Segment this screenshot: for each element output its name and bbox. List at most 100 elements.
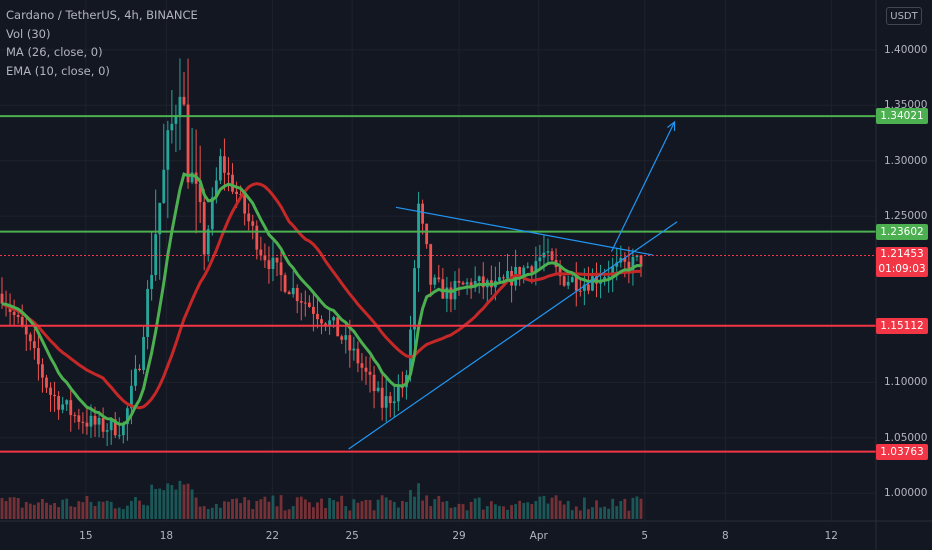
candle-body <box>376 387 380 392</box>
volume-bar <box>554 495 558 519</box>
volume-bar <box>247 500 251 519</box>
level-badge: 1.03763 <box>876 443 928 460</box>
volume-bar <box>469 501 473 519</box>
volume-bar <box>218 507 222 519</box>
volume-bar <box>287 509 291 519</box>
candle-body <box>190 172 194 183</box>
volume-bar <box>113 508 117 519</box>
legend-volume[interactable]: Vol (30) <box>6 26 51 41</box>
candle-body <box>388 396 392 404</box>
volume-bar <box>328 498 331 519</box>
candle-body <box>312 306 315 314</box>
candle-body <box>279 262 283 276</box>
volume-bar <box>372 510 376 519</box>
legend-ma[interactable]: MA (26, close, 0) <box>6 45 103 59</box>
volume-bar <box>388 500 392 519</box>
volume-bar <box>607 508 611 519</box>
volume-bar <box>599 507 602 519</box>
volume-bar <box>279 495 283 519</box>
volume-bar <box>291 506 295 519</box>
volume-bar <box>307 502 311 519</box>
candle-body <box>477 276 481 282</box>
volume-bar <box>453 507 457 519</box>
candle-body <box>542 252 546 258</box>
candle-body <box>396 387 400 402</box>
volume-bar <box>16 497 20 519</box>
candle-body <box>409 329 412 375</box>
currency-button[interactable]: USDT <box>886 7 922 25</box>
volume-bar <box>316 502 319 519</box>
volume-bar <box>574 506 578 519</box>
volume-bar <box>142 504 145 519</box>
candle-body <box>364 367 368 372</box>
volume-bar <box>538 496 542 519</box>
candle-body <box>392 401 396 404</box>
candle-body <box>16 315 20 317</box>
volume-bar <box>182 484 186 519</box>
candle-body <box>227 172 230 175</box>
candle-body <box>631 256 635 272</box>
candle-body <box>465 282 469 285</box>
volume-bar <box>24 502 28 519</box>
volume-bar <box>591 507 594 519</box>
chart-legend: Cardano / TetherUS, 4h, BINANCE Vol (30)… <box>6 6 198 80</box>
candle-body <box>332 317 336 321</box>
volume-bar <box>61 499 65 519</box>
legend-ema[interactable]: EMA (10, close, 0) <box>6 63 110 78</box>
volume-bar <box>526 502 530 519</box>
candle-body <box>603 277 607 281</box>
volume-bar <box>198 506 202 519</box>
candle-body <box>53 394 56 397</box>
volume-bar <box>312 507 315 519</box>
volume-bar <box>299 496 303 519</box>
volume-bar <box>639 498 643 519</box>
volume-bar <box>28 503 32 519</box>
volume-bar <box>235 498 238 519</box>
candle-body <box>615 262 619 267</box>
candle-body <box>186 104 190 183</box>
volume-bar <box>49 504 52 519</box>
volume-bar <box>627 510 631 519</box>
candle-body <box>481 276 485 288</box>
candle-body <box>101 418 105 432</box>
candle-body <box>105 430 109 432</box>
volume-bar <box>546 503 550 519</box>
candle-body <box>267 260 271 269</box>
volume-bar <box>380 495 384 519</box>
volume-bar <box>239 503 243 519</box>
volume-bar <box>498 505 501 519</box>
candle-body <box>41 364 44 378</box>
candle-body <box>130 385 133 409</box>
candle-body <box>534 261 538 273</box>
volume-bar <box>210 507 214 519</box>
volume-bar <box>190 489 194 519</box>
volume-bar <box>494 504 497 519</box>
volume-bar <box>259 499 263 519</box>
volume-bar <box>595 500 598 519</box>
volume-bar <box>275 506 279 519</box>
level-badge: 1.15112 <box>876 317 928 334</box>
candle-body <box>352 348 356 351</box>
drawings <box>348 120 678 450</box>
volume-bar <box>578 510 582 519</box>
volume-bar <box>384 497 388 519</box>
candle-body <box>117 435 121 437</box>
volume-bar <box>405 501 408 519</box>
legend-symbol[interactable]: Cardano / TetherUS, 4h, BINANCE <box>6 8 198 22</box>
volume-bar <box>295 497 299 519</box>
candle-body <box>425 223 429 245</box>
candle-body <box>154 234 158 276</box>
candle-body <box>121 424 125 436</box>
candle-body <box>469 282 473 288</box>
price-tick-label: 1.40000 <box>884 43 928 56</box>
candle-body <box>170 123 174 131</box>
candle-body <box>77 415 81 422</box>
candle-body <box>360 363 364 368</box>
candle-body <box>28 334 32 342</box>
volume-bar <box>417 483 420 519</box>
candle-body <box>223 156 226 173</box>
candle-body <box>235 191 238 195</box>
volume-bar <box>364 499 368 519</box>
candle-body <box>558 267 562 277</box>
